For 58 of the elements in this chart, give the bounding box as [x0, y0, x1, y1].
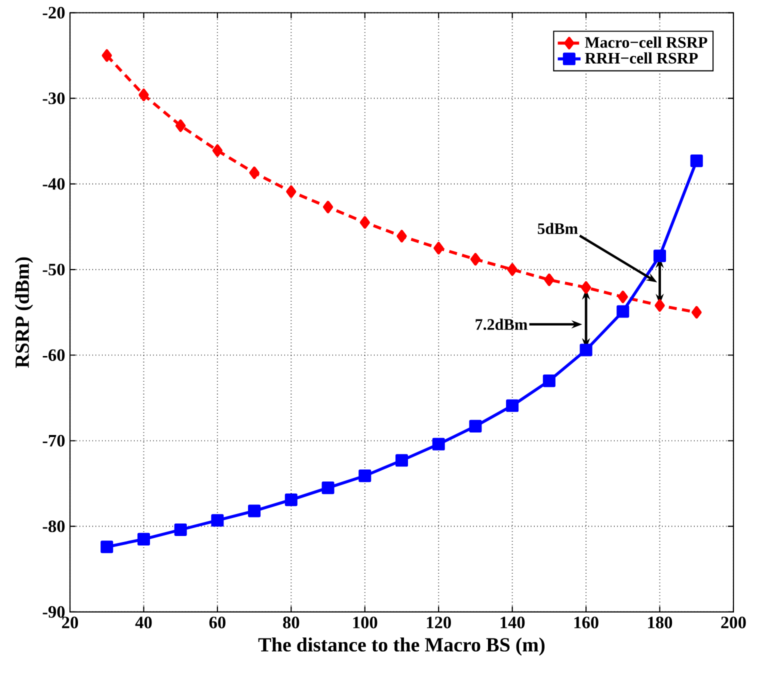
- y-tick-label: -80: [42, 520, 65, 532]
- point: [286, 185, 296, 198]
- x-tick-label: 120: [426, 616, 451, 628]
- point: [100, 540, 114, 554]
- point: [469, 420, 482, 432]
- x-tick-label: 40: [135, 616, 152, 628]
- y-tick-label: -90: [42, 606, 65, 618]
- point: [692, 306, 702, 319]
- y-tick-label: -60: [42, 349, 65, 361]
- point: [507, 263, 518, 276]
- point: [102, 49, 112, 62]
- point: [618, 290, 628, 304]
- point: [212, 144, 223, 157]
- x-tick-label: 20: [62, 616, 78, 628]
- point: [395, 454, 408, 467]
- y-axis-title: RSRP (dBm): [14, 257, 34, 368]
- point: [654, 299, 665, 312]
- x-tick-label: 140: [500, 616, 525, 628]
- point: [434, 242, 444, 254]
- point: [616, 305, 630, 318]
- point: [544, 274, 554, 286]
- point: [137, 532, 150, 546]
- point: [211, 514, 224, 527]
- point: [580, 281, 592, 294]
- y-tick-label: -70: [42, 434, 65, 447]
- point: [690, 154, 703, 168]
- x-tick-label: 100: [353, 616, 378, 628]
- annotation: 5dBm: [538, 222, 578, 234]
- point: [506, 399, 519, 412]
- legend-label: Macro−cell RSRP: [584, 36, 708, 48]
- point: [249, 166, 260, 180]
- point: [542, 374, 556, 388]
- x-tick-label: 180: [648, 616, 672, 628]
- point: [396, 230, 407, 242]
- point: [470, 252, 481, 266]
- y-tick-label: -30: [42, 92, 65, 104]
- point: [360, 216, 370, 229]
- y-tick-label: -50: [42, 264, 65, 276]
- y-tick-label: -20: [42, 6, 65, 19]
- point: [580, 344, 592, 356]
- point: [322, 482, 334, 494]
- annotation: 7.2dBm: [476, 318, 528, 330]
- point: [248, 504, 261, 518]
- y-tick-label: -40: [42, 178, 65, 190]
- point: [653, 250, 666, 262]
- point: [284, 494, 298, 506]
- x-tick-label: 200: [721, 616, 746, 628]
- point: [322, 200, 334, 214]
- x-axis-title: The distance to the Macro BS (m): [258, 638, 545, 656]
- x-tick-label: 160: [574, 616, 598, 628]
- x-tick-label: 60: [209, 616, 226, 628]
- point: [358, 470, 372, 482]
- point: [174, 523, 187, 536]
- point: [138, 88, 149, 102]
- point: [176, 119, 186, 132]
- x-tick-label: 80: [283, 616, 300, 628]
- legend-label: RRH−cell RSRP: [584, 52, 698, 64]
- point: [432, 438, 445, 450]
